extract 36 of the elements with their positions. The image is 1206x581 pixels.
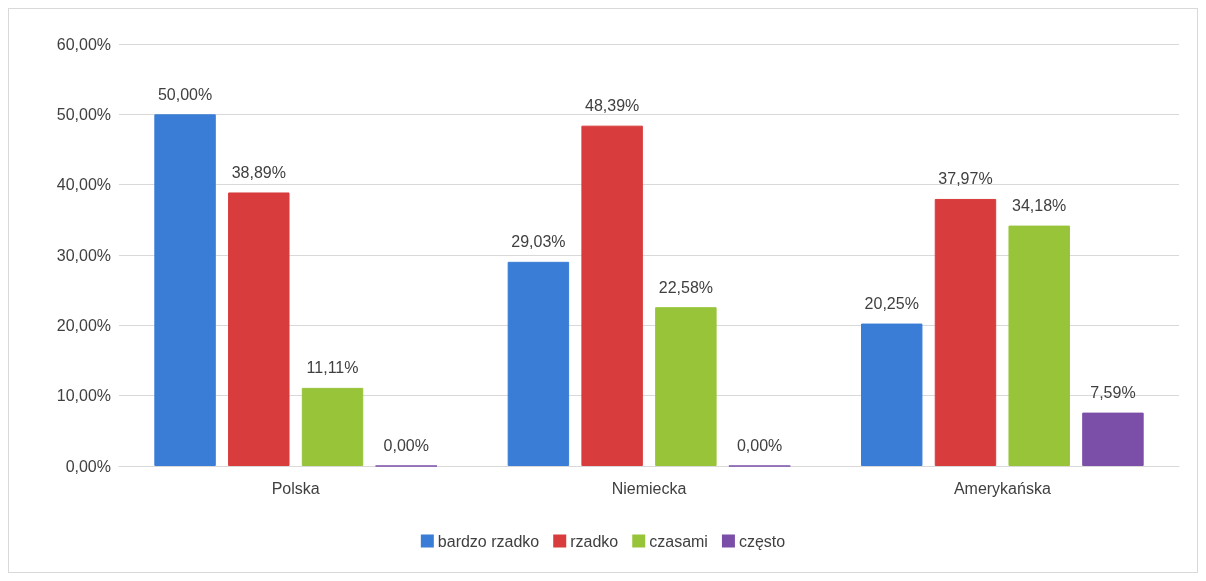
bar [507,261,570,466]
x-tick-label: Polska [271,479,320,497]
legend-label: rzadko [570,532,619,550]
data-label: 7,59% [1090,384,1136,402]
x-tick-label: Niemiecka [611,479,687,497]
y-tick-label: 30,00% [56,246,111,264]
bar [154,114,216,466]
bar [301,387,364,466]
bar [934,198,997,466]
legend-label: często [738,532,786,550]
y-tick-label: 20,00% [56,316,111,334]
data-label: 29,03% [511,233,566,251]
y-tick-label: 50,00% [56,105,111,123]
data-label: 50,00% [157,85,213,103]
y-tick-label: 0,00% [65,457,111,475]
bar [1008,225,1070,466]
bar [861,323,923,466]
legend-label: bardzo rzadko [437,532,540,550]
y-tick-label: 40,00% [56,176,111,194]
data-label: 37,97% [938,170,993,188]
data-label: 0,00% [383,437,429,454]
y-tick-label: 60,00% [56,35,111,53]
legend-label: czasami [649,532,708,550]
data-label: 11,11% [306,359,359,377]
data-label: 0,00% [736,437,783,454]
y-tick-label: 10,00% [56,387,111,405]
data-label: 20,25% [864,295,919,313]
data-label: 38,89% [231,163,286,181]
data-label: 34,18% [1012,197,1067,215]
bar [1082,412,1144,466]
bar [581,125,643,466]
bar [228,192,290,466]
bar [655,307,717,466]
data-label: 48,39% [585,97,640,115]
data-label: 22,58% [658,278,713,296]
x-tick-label: Amerykańska [953,479,1051,497]
